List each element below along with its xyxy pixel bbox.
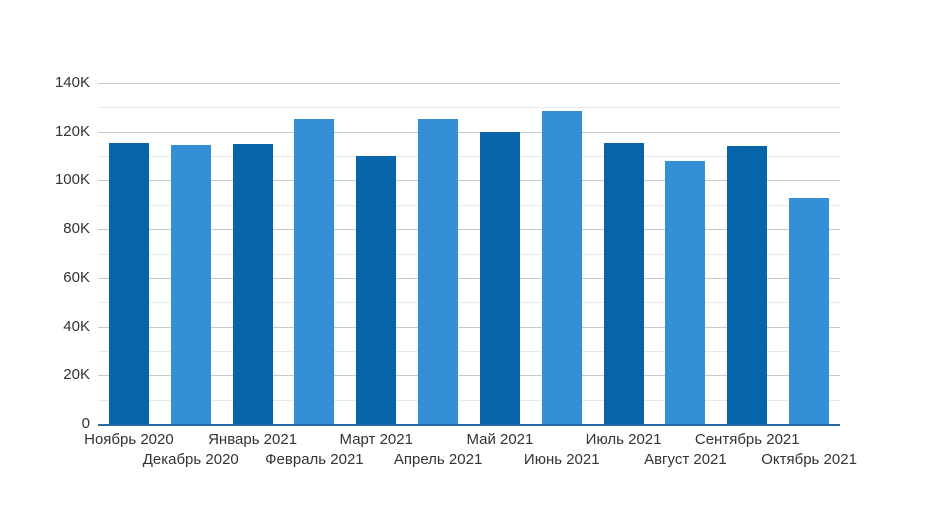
- minor-gridline: [98, 156, 840, 158]
- bar-Июль 2021[interactable]: [603, 142, 644, 424]
- major-gridline: [98, 326, 840, 328]
- y-tick-label: 140K: [54, 74, 90, 91]
- x-tick-label: Июнь 2021: [523, 451, 600, 468]
- x-tick-label: Март 2021: [339, 431, 413, 448]
- minor-gridline: [98, 107, 840, 109]
- x-tick-label: Февраль 2021: [265, 451, 364, 468]
- bar-Январь 2021[interactable]: [232, 144, 273, 424]
- x-tick-label: Декабрь 2020: [142, 451, 239, 468]
- bar-Июнь 2021[interactable]: [541, 111, 582, 424]
- x-axis-line: [98, 424, 840, 426]
- minor-gridline: [98, 302, 840, 304]
- bar-Февраль 2021[interactable]: [294, 119, 335, 424]
- minor-gridline: [98, 204, 840, 206]
- x-tick-label: Сентябрь 2021: [694, 431, 800, 448]
- x-tick-label: Январь 2021: [208, 431, 298, 448]
- major-gridline: [98, 180, 840, 182]
- x-tick-label: Август 2021: [644, 451, 727, 468]
- y-tick-label: 100K: [54, 171, 90, 189]
- x-tick-label: Ноябрь 2020: [84, 431, 174, 448]
- y-tick-label: 20K: [63, 366, 90, 384]
- x-tick-label: Май 2021: [466, 431, 534, 448]
- minor-gridline: [98, 350, 840, 352]
- major-gridline: [98, 131, 840, 133]
- bar-Август 2021[interactable]: [665, 161, 706, 424]
- bar-Сентябрь 2021[interactable]: [727, 146, 768, 424]
- y-tick-label: 120K: [54, 122, 90, 140]
- bar-Март 2021[interactable]: [356, 156, 397, 424]
- major-gridline: [98, 375, 840, 377]
- bar-Ноябрь 2020[interactable]: [108, 142, 149, 424]
- bar-Октябрь 2021[interactable]: [789, 198, 830, 424]
- bar-Май 2021[interactable]: [479, 131, 520, 424]
- minor-gridline: [98, 399, 840, 401]
- x-tick-label: Апрель 2021: [393, 451, 483, 468]
- y-tick-label: 40K: [63, 317, 90, 335]
- y-tick-label: 60K: [63, 268, 90, 286]
- major-gridline: [98, 229, 840, 231]
- bar-Декабрь 2020[interactable]: [170, 145, 211, 424]
- y-tick-label: 80K: [63, 220, 90, 238]
- x-tick-label: Июль 2021: [585, 431, 662, 448]
- minor-gridline: [98, 253, 840, 255]
- bar-Апрель 2021[interactable]: [418, 118, 459, 424]
- x-tick-label: Октябрь 2021: [761, 451, 857, 468]
- major-gridline: [98, 83, 840, 84]
- major-gridline: [98, 277, 840, 279]
- y-tick-label: 0: [81, 415, 90, 432]
